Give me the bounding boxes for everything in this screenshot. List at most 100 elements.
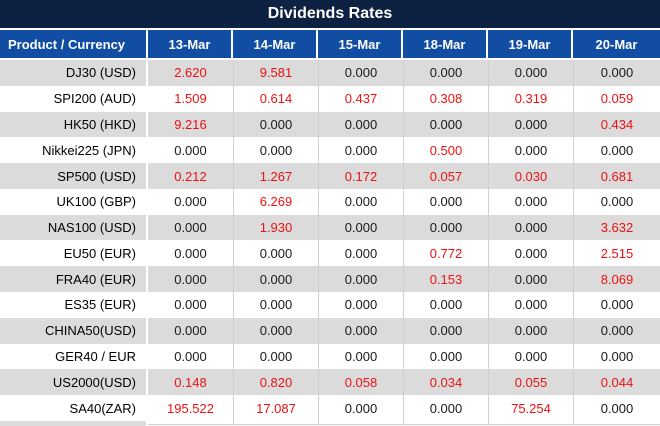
partial-value-cell: [403, 420, 488, 425]
dividend-value-cell: 0.000: [488, 137, 573, 164]
dividend-value-cell: 0.000: [573, 317, 660, 344]
table-row: UK100 (GBP) 0.000 6.269 0.000 0.000 0.000 0.00…: [0, 188, 660, 215]
product-cell: CHINA50(USD): [0, 317, 148, 344]
dividend-value-cell: 0.000: [233, 240, 318, 267]
dividend-value-cell: 0.172: [318, 163, 403, 189]
dividend-value-cell: 0.820: [233, 369, 318, 396]
dividend-value-cell: 0.000: [573, 292, 660, 318]
dividend-value-cell: 0.000: [403, 343, 488, 370]
table-row: NAS100 (USD) 0.000 1.930 0.000 0.000 0.000 3.6…: [0, 214, 660, 241]
dividend-value-cell: 0.000: [318, 266, 403, 293]
date-column-header: 20-Mar: [573, 30, 660, 60]
dividend-value-cell: 0.000: [318, 137, 403, 164]
partial-value-cell: [573, 420, 660, 425]
product-cell: Nikkei225 (JPN): [0, 137, 148, 164]
dividend-value-cell: 0.055: [488, 369, 573, 396]
dividend-value-cell: 1.930: [233, 214, 318, 241]
dividend-value-cell: 0.044: [573, 369, 660, 396]
dividend-value-cell: 0.000: [148, 317, 233, 344]
dividend-value-cell: 195.522: [148, 395, 233, 421]
dividend-value-cell: 0.030: [488, 163, 573, 189]
table-row: HK50 (HKD) 9.216 0.000 0.000 0.000 0.000 0.434: [0, 111, 660, 138]
table-row: US2000(USD) 0.148 0.820 0.058 0.034 0.055 0.04…: [0, 369, 660, 396]
dividend-value-cell: 0.000: [488, 188, 573, 215]
dividend-value-cell: 0.059: [573, 85, 660, 112]
dividend-value-cell: 0.000: [148, 240, 233, 267]
dividend-value-cell: 1.509: [148, 85, 233, 112]
table-row: GER40 / EUR 0.000 0.000 0.000 0.000 0.000 0.00…: [0, 343, 660, 370]
table-row: CHINA50(USD) 0.000 0.000 0.000 0.000 0.000 0.0…: [0, 317, 660, 344]
table-row: SPI200 (AUD) 1.509 0.614 0.437 0.308 0.319 0.0…: [0, 85, 660, 112]
dividend-value-cell: 0.772: [403, 240, 488, 267]
table-title: Dividends Rates: [0, 0, 660, 30]
dividend-value-cell: 3.632: [573, 214, 660, 241]
dividend-value-cell: 2.515: [573, 240, 660, 267]
dividend-value-cell: 0.000: [233, 137, 318, 164]
dividend-value-cell: 0.000: [488, 317, 573, 344]
product-cell: US2000(USD): [0, 369, 148, 396]
dividend-value-cell: 0.000: [403, 317, 488, 344]
dividend-value-cell: 0.319: [488, 85, 573, 112]
dividend-value-cell: 0.000: [233, 317, 318, 344]
partial-product-cell: [0, 420, 148, 426]
dividend-value-cell: 2.620: [148, 60, 233, 86]
dividend-value-cell: 0.000: [233, 266, 318, 293]
partial-value-cell: [488, 420, 573, 425]
dividend-value-cell: 0.000: [488, 240, 573, 267]
dividend-value-cell: 0.000: [573, 188, 660, 215]
product-cell: SA40(ZAR): [0, 395, 148, 421]
partial-next-row: [0, 420, 660, 426]
partial-value-cell: [318, 420, 403, 425]
dividend-value-cell: 0.000: [573, 137, 660, 164]
dividend-value-cell: 0.000: [403, 292, 488, 318]
dividend-value-cell: 0.500: [403, 137, 488, 164]
dividend-value-cell: 75.254: [488, 395, 573, 421]
product-cell: EU50 (EUR): [0, 240, 148, 267]
dividend-value-cell: 0.148: [148, 369, 233, 396]
dividend-value-cell: 0.000: [573, 395, 660, 421]
date-column-header: 18-Mar: [403, 30, 488, 60]
dividend-value-cell: 0.000: [488, 343, 573, 370]
table-row: FRA40 (EUR) 0.000 0.000 0.000 0.153 0.000 8.06…: [0, 266, 660, 293]
partial-value-cell: [233, 420, 318, 425]
dividend-value-cell: 0.000: [403, 188, 488, 215]
dividend-value-cell: 0.000: [488, 214, 573, 241]
dividend-value-cell: 0.614: [233, 85, 318, 112]
dividend-value-cell: 0.000: [403, 111, 488, 138]
dividend-value-cell: 0.000: [488, 60, 573, 86]
table-row: DJ30 (USD) 2.620 9.581 0.000 0.000 0.000 0.000: [0, 60, 660, 86]
dividend-value-cell: 0.000: [318, 111, 403, 138]
dividend-value-cell: 0.000: [318, 60, 403, 86]
dividend-value-cell: 0.000: [318, 214, 403, 241]
table-row: EU50 (EUR) 0.000 0.000 0.000 0.772 0.000 2.515: [0, 240, 660, 267]
dividend-value-cell: 0.000: [148, 343, 233, 370]
dividend-value-cell: 1.267: [233, 163, 318, 189]
date-column-header: 15-Mar: [318, 30, 403, 60]
dividend-value-cell: 0.034: [403, 369, 488, 396]
dividend-value-cell: 0.000: [403, 214, 488, 241]
dividend-value-cell: 0.000: [233, 111, 318, 138]
dividend-value-cell: 0.000: [318, 317, 403, 344]
product-cell: SPI200 (AUD): [0, 85, 148, 112]
header-row: Product / Currency 13-Mar 14-Mar 15-Mar 18-M…: [0, 30, 660, 60]
table-row: SA40(ZAR) 195.522 17.087 0.000 0.000 75.254 0.…: [0, 395, 660, 421]
dividend-value-cell: 0.000: [318, 240, 403, 267]
dividend-value-cell: 0.000: [403, 60, 488, 86]
dividend-value-cell: 0.000: [403, 395, 488, 421]
dividend-value-cell: 6.269: [233, 188, 318, 215]
dividend-value-cell: 0.058: [318, 369, 403, 396]
dividend-value-cell: 0.000: [318, 292, 403, 318]
product-cell: NAS100 (USD): [0, 214, 148, 241]
dividend-value-cell: 9.216: [148, 111, 233, 138]
dividend-value-cell: 0.000: [488, 292, 573, 318]
dividend-value-cell: 0.000: [573, 60, 660, 86]
dividend-value-cell: 0.000: [148, 292, 233, 318]
dividend-value-cell: 0.000: [488, 266, 573, 293]
dividend-value-cell: 0.000: [318, 395, 403, 421]
date-column-header: 13-Mar: [148, 30, 233, 60]
dividend-value-cell: 0.000: [233, 343, 318, 370]
dividend-value-cell: 0.434: [573, 111, 660, 138]
dividend-value-cell: 0.000: [148, 266, 233, 293]
table-body: DJ30 (USD) 2.620 9.581 0.000 0.000 0.000 0.000…: [0, 60, 660, 421]
